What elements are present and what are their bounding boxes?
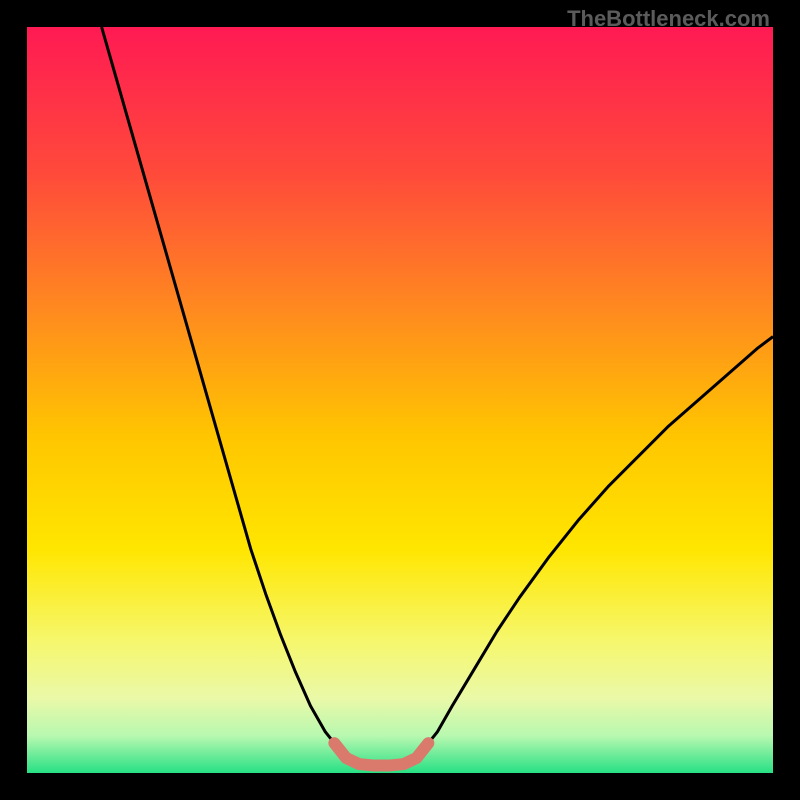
plot-svg xyxy=(27,27,773,773)
curve-left xyxy=(102,27,341,751)
plateau-highlight xyxy=(334,743,428,765)
bottleneck-curve-plot xyxy=(27,27,773,773)
curve-right xyxy=(422,337,773,751)
watermark-text: TheBottleneck.com xyxy=(567,6,770,32)
